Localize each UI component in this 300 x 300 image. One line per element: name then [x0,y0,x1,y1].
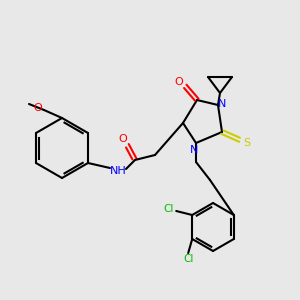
Text: S: S [243,138,250,148]
Text: O: O [175,77,183,87]
Text: Cl: Cl [163,204,173,214]
Text: Cl: Cl [183,254,194,264]
Text: N: N [190,145,198,155]
Text: O: O [118,134,127,144]
Text: O: O [34,103,42,113]
Text: N: N [218,99,226,109]
Text: NH: NH [110,166,126,176]
